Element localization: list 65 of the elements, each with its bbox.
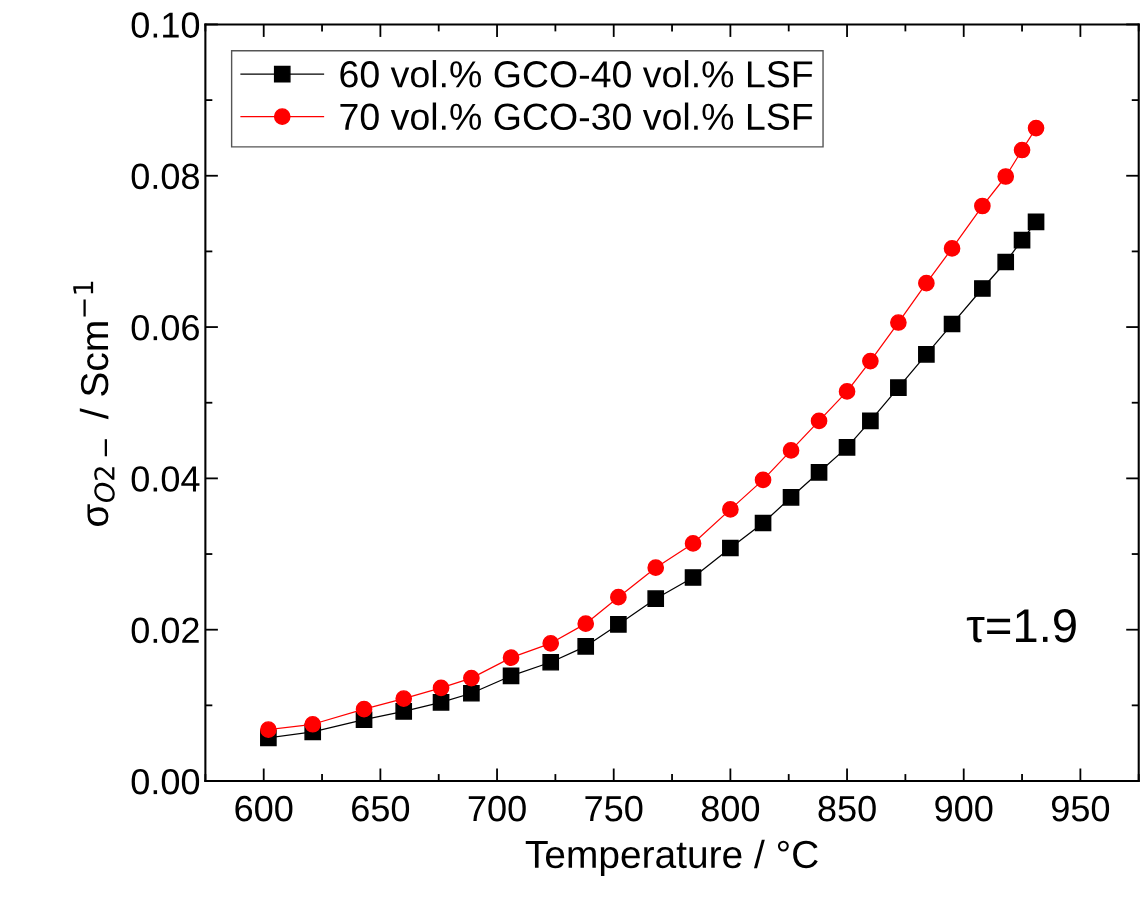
point (463, 669, 480, 687)
point (810, 412, 828, 430)
point (304, 715, 322, 733)
point (943, 240, 961, 257)
point (722, 501, 739, 518)
point (782, 442, 800, 459)
point (890, 379, 907, 396)
point (684, 535, 702, 552)
y-tick-label: 0.06 (131, 314, 199, 341)
point (918, 345, 935, 363)
point (862, 412, 879, 430)
x-tick-label: 800 (701, 795, 760, 822)
x-tick-label: 950 (1051, 795, 1110, 822)
point (542, 653, 560, 671)
point (918, 274, 935, 292)
point (610, 616, 627, 633)
point (838, 383, 856, 400)
point (463, 684, 480, 702)
y-tick-label: 0.00 (131, 768, 200, 795)
point (862, 352, 879, 370)
point (647, 559, 665, 576)
x-tick-label: 700 (468, 795, 526, 822)
x-tick-label: 750 (585, 795, 643, 822)
legend-label: 70 vol.% GCO-30 vol.% LSF (340, 102, 813, 131)
point (542, 634, 560, 652)
point (754, 514, 772, 532)
point (810, 463, 828, 481)
point (260, 721, 277, 738)
y-tick-label: 0.10 (131, 12, 200, 38)
point (838, 439, 856, 456)
y-axis-title: σ$_{O2−}$ / Scm$^{−1}$ (73, 281, 115, 526)
point (1013, 141, 1031, 159)
x-tick-label: 600 (235, 795, 293, 822)
point (577, 638, 595, 655)
point (502, 667, 520, 685)
point (355, 700, 373, 718)
point (1013, 231, 1031, 249)
point (577, 615, 595, 632)
annotation: τ=1.9 (966, 608, 1076, 643)
y-tick-label: 0.08 (131, 163, 199, 190)
x-tick-label: 850 (818, 795, 876, 822)
point (997, 253, 1015, 271)
point (610, 588, 627, 606)
point (754, 471, 772, 489)
point (502, 649, 520, 667)
point (890, 314, 907, 331)
point (395, 690, 413, 707)
point (943, 315, 961, 333)
y-tick-label: 0.02 (131, 617, 199, 644)
point (432, 693, 450, 711)
point (974, 197, 991, 215)
point (782, 488, 800, 506)
point (722, 539, 739, 557)
point (974, 280, 991, 297)
point (997, 168, 1015, 185)
point (432, 679, 450, 697)
point (684, 569, 702, 586)
point (647, 590, 665, 608)
point (1027, 213, 1045, 231)
x-tick-label: 900 (935, 795, 993, 822)
x-tick-label: 650 (352, 795, 410, 822)
x-axis-title: Temperature / °C (525, 839, 818, 876)
y-tick-label: 0.04 (131, 466, 200, 492)
legend-label: 60 vol.% GCO-40 vol.% LSF (340, 60, 813, 88)
point (1027, 119, 1045, 137)
